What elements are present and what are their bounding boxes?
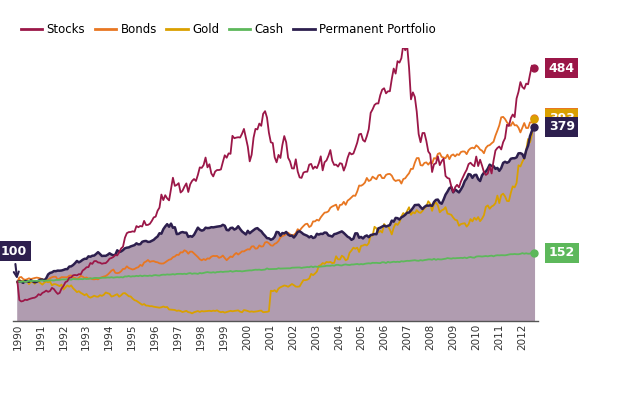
Text: 395: 395 xyxy=(549,111,575,124)
Text: 484: 484 xyxy=(549,62,575,75)
Text: 379: 379 xyxy=(549,120,575,133)
Text: 100: 100 xyxy=(1,245,27,277)
Text: 393: 393 xyxy=(549,112,574,125)
Legend: Stocks, Bonds, Gold, Cash, Permanent Portfolio: Stocks, Bonds, Gold, Cash, Permanent Por… xyxy=(16,18,441,41)
Text: 152: 152 xyxy=(549,246,575,259)
